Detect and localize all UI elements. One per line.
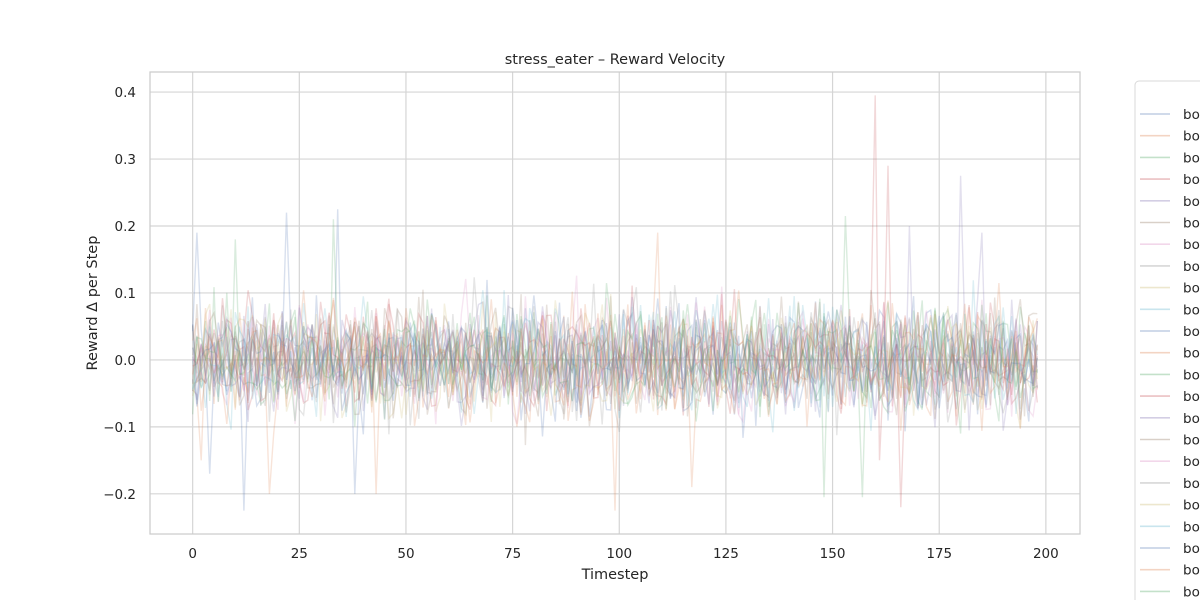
series-line [192,302,1038,422]
x-tick-label: 75 [504,546,521,562]
series-line [192,280,1038,431]
legend-label: bo [1183,541,1200,557]
series-line [192,286,1038,419]
legend-label: bo [1183,281,1200,297]
x-tick-labels: 0 25 50 75 100 125 150 175 200 [188,546,1058,562]
legend-label: bo [1183,107,1200,123]
series-line [192,282,1038,431]
legend-label: bo [1183,259,1200,275]
series-line [192,283,1038,436]
legend-label: bo [1183,433,1200,449]
plot-frame [149,71,1081,535]
legend-label: bo [1183,476,1200,492]
x-tick-label: 50 [397,546,414,562]
y-tick-label: 0.0 [115,353,136,369]
x-tick-label: 150 [820,546,846,562]
series-line [192,291,1038,427]
series-line [192,95,1038,508]
legend-label: bo [1183,324,1200,340]
x-axis-label: Timestep [581,567,649,583]
y-tick-label: −0.2 [103,487,136,503]
series-line [192,175,1038,431]
legend-label: bo [1183,150,1200,166]
series-line [192,296,1038,438]
legend-label: bo [1183,498,1200,514]
series-line [192,296,1038,422]
legend: bo bo bo bo bo bo bo bo bo bo bo bo bo bo bo bo bo bo bo bo… [1134,80,1200,604]
series-line [192,285,1038,414]
legend-label: bo [1183,389,1200,405]
y-tick-labels: −0.2 −0.1 0.0 0.1 0.2 0.3 0.4 [103,85,136,503]
legend-label: bo [1183,519,1200,535]
legend-label: bo [1183,411,1200,427]
y-axis-label: Reward Δ per Step [85,236,101,371]
y-tick-label: 0.2 [115,219,136,235]
y-tick-label: 0.1 [115,286,136,302]
legend-label: bo [1183,346,1200,362]
y-tick-label: −0.1 [103,420,136,436]
y-tick-label: 0.3 [115,152,136,168]
legend-label: bo [1183,367,1200,383]
legend-label: bo [1183,584,1200,600]
series-line [192,296,1038,417]
series-line [192,277,1038,435]
legend-box [1134,80,1200,604]
series-group [192,95,1038,511]
grid [150,72,1080,534]
series-line [192,232,1038,511]
legend-label: bo [1183,194,1200,210]
x-tick-label: 0 [188,546,197,562]
series-line [192,290,1038,433]
plot-background [150,72,1080,534]
legend-label: bo [1183,216,1200,232]
series-line [192,300,1038,428]
x-tick-label: 200 [1033,546,1059,562]
legend-label: bo [1183,129,1200,145]
legend-label: bo [1183,302,1200,318]
series-line [192,275,1038,425]
series-line [192,294,1038,416]
legend-label: bo [1183,237,1200,253]
y-tick-label: 0.4 [115,85,136,101]
x-tick-label: 100 [606,546,632,562]
legend-label: bo [1183,454,1200,470]
x-tick-label: 25 [291,546,308,562]
x-tick-label: 175 [926,546,952,562]
x-tick-label: 125 [713,546,739,562]
series-line [192,279,1038,437]
legend-label: bo [1183,563,1200,579]
chart-title: stress_eater – Reward Velocity [505,52,726,68]
series-line [192,283,1038,434]
series-line [192,209,1038,511]
legend-label: bo [1183,172,1200,188]
series-line [192,289,1038,446]
series-line [192,215,1038,498]
